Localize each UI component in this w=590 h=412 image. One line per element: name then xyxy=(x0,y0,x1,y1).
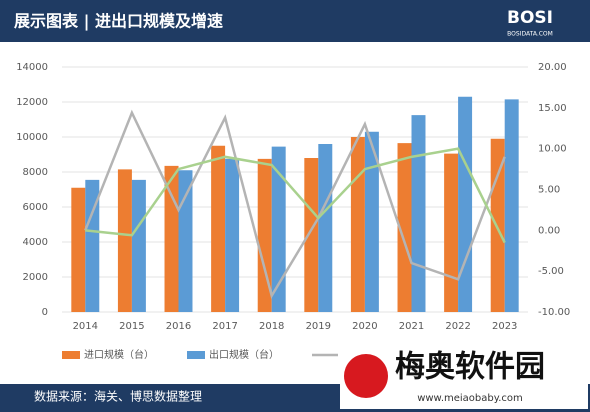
legend-swatch xyxy=(62,351,80,359)
y-tick-label: 12000 xyxy=(16,97,48,108)
bar xyxy=(411,115,426,312)
bar xyxy=(350,137,365,312)
y-tick-label: 0 xyxy=(42,307,48,318)
x-tick-label: 2017 xyxy=(212,321,237,332)
y2-tick-label: 0.00 xyxy=(538,225,560,236)
x-tick-label: 2014 xyxy=(73,321,98,332)
bar xyxy=(85,179,100,312)
bar xyxy=(458,96,473,312)
bar xyxy=(117,169,132,312)
line xyxy=(84,109,506,299)
y2-tick-label: -5.00 xyxy=(538,266,564,277)
watermark-url: www.meiaobaby.com xyxy=(417,393,523,404)
header-title: 展示图表 | 进出口规模及增速 xyxy=(14,12,223,32)
y2-tick-label: 15.00 xyxy=(538,103,567,114)
bar xyxy=(257,158,272,312)
legend-label: 进口规模（台） xyxy=(84,348,154,361)
legend-swatch xyxy=(187,351,205,359)
bar xyxy=(178,170,193,312)
y-tick-label: 6000 xyxy=(23,202,48,213)
line xyxy=(85,147,506,244)
y2-tick-label: -10.00 xyxy=(538,307,570,318)
x-tick-label: 2022 xyxy=(445,321,470,332)
bar xyxy=(444,153,459,312)
x-tick-label: 2016 xyxy=(166,321,191,332)
y-tick-label: 10000 xyxy=(16,132,48,143)
watermark-logo xyxy=(344,354,388,398)
y2-tick-label: 20.00 xyxy=(538,62,567,73)
watermark-name: 梅奥软件园 xyxy=(395,350,545,385)
y-tick-label: 8000 xyxy=(23,167,48,178)
x-tick-label: 2021 xyxy=(399,321,424,332)
header-bar xyxy=(0,0,590,42)
x-tick-label: 2023 xyxy=(492,321,517,332)
logo-sub: BOSIDATA.COM xyxy=(507,31,553,38)
logo: BOSI xyxy=(507,8,553,28)
bar xyxy=(318,144,333,312)
x-tick-label: 2019 xyxy=(306,321,331,332)
bar xyxy=(364,131,379,312)
x-tick-label: 2015 xyxy=(119,321,144,332)
source: 数据来源：海关、博思数据整理 xyxy=(34,389,202,404)
bar xyxy=(131,179,146,312)
x-tick-label: 2020 xyxy=(352,321,377,332)
bar xyxy=(397,143,412,312)
bar xyxy=(271,146,286,312)
bar xyxy=(225,158,240,312)
y-tick-label: 14000 xyxy=(16,62,48,73)
y2-tick-label: 5.00 xyxy=(538,185,560,196)
y-tick-label: 2000 xyxy=(23,272,48,283)
legend-label: 出口规模（台） xyxy=(209,348,279,361)
bar xyxy=(211,145,226,312)
x-tick-label: 2018 xyxy=(259,321,284,332)
bar xyxy=(304,158,319,312)
y2-tick-label: 10.00 xyxy=(538,144,567,155)
y-tick-label: 4000 xyxy=(23,237,48,248)
bar xyxy=(504,99,519,312)
bar xyxy=(71,187,86,312)
